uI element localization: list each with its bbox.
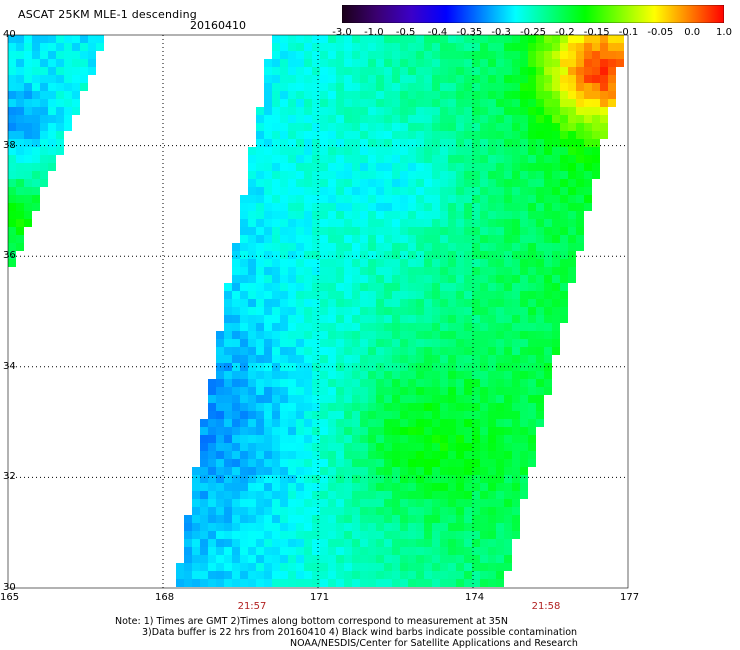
note-line-3: NOAA/NESDIS/Center for Satellite Applica… <box>290 638 578 649</box>
longitude-label: 177 <box>620 592 640 603</box>
color-scale-tick-label: -0.25 <box>520 27 546 38</box>
color-scale-tick-label: -0.5 <box>395 27 416 38</box>
latitude-label: 40 <box>3 29 16 40</box>
longitude-label: 171 <box>310 592 330 603</box>
color-scale-tick-label: -0.4 <box>427 27 448 38</box>
latitude-label: 34 <box>3 360 16 372</box>
color-scale-tick-label: -0.2 <box>555 27 575 38</box>
color-scale-tick-label: -1.0 <box>364 27 384 38</box>
note-line-1: Note: 1) Times are GMT 2)Times along bot… <box>115 616 508 627</box>
color-scale-bar <box>342 5 724 23</box>
time-label-left: 21:57 <box>237 601 267 612</box>
time-label-right: 21:58 <box>531 601 561 612</box>
color-scale-tick-label: 0.0 <box>684 27 701 38</box>
note-line-2: 3)Data buffer is 22 hrs from 20160410 4)… <box>142 627 578 638</box>
latitude-label: 36 <box>3 250 16 262</box>
product-title: ASCAT 25KM MLE-1 descending <box>18 8 197 21</box>
latitude-label: 32 <box>3 471 16 483</box>
color-scale-tick-label: 1.0 <box>716 27 732 38</box>
latitude-label: 30 <box>3 582 16 593</box>
product-date: 20160410 <box>190 19 246 32</box>
longitude-label: 165 <box>0 592 20 603</box>
color-scale-tick-label: -0.3 <box>491 27 511 38</box>
latitude-label: 38 <box>3 139 16 151</box>
color-scale-tick-label: -0.15 <box>583 27 610 38</box>
color-scale-tick-label: -3.0 <box>332 27 352 38</box>
longitude-label: 174 <box>465 592 485 603</box>
color-scale-tick-label: -0.05 <box>647 27 674 38</box>
color-scale-tick-label: -0.1 <box>618 27 639 38</box>
color-scale-tick-label: -0.35 <box>456 27 483 38</box>
longitude-label: 168 <box>155 592 175 603</box>
